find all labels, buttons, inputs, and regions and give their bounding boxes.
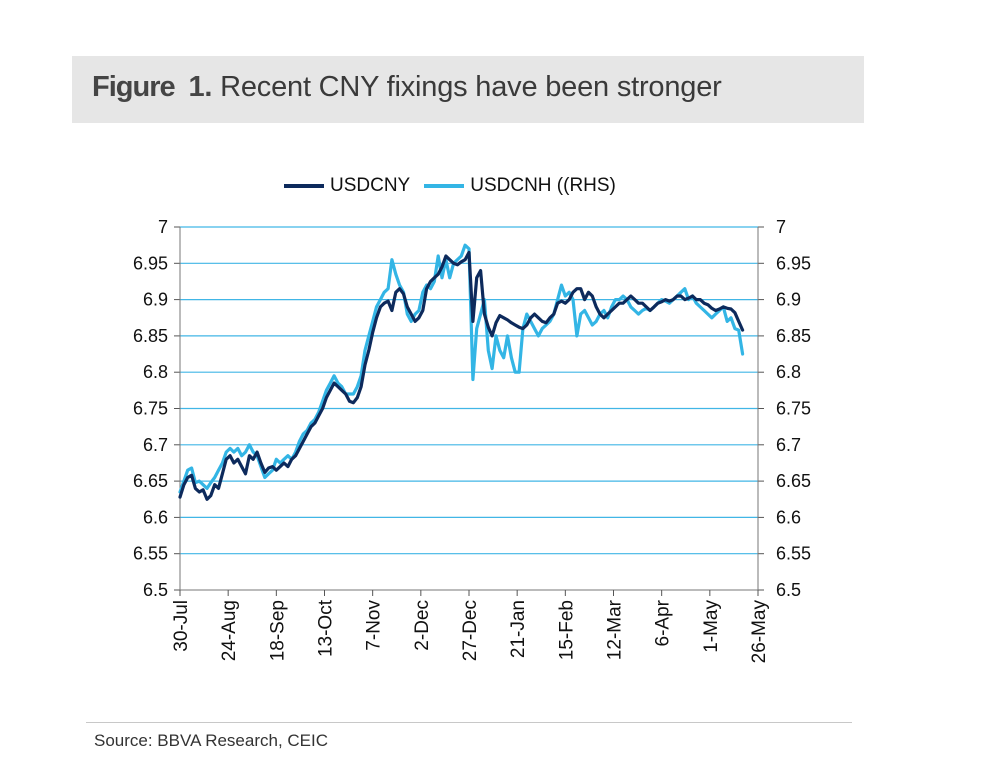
x-tick-label: 2-Dec: [412, 600, 433, 651]
legend-label-usdcny: USDCNY: [330, 175, 411, 196]
x-tick-label: 1-May: [701, 600, 722, 653]
y-tick-label-left: 7: [158, 217, 168, 237]
x-tick-label: 6-Apr: [653, 599, 674, 646]
y-tick-label-left: 6.9: [143, 290, 168, 310]
x-tick-label: 26-May: [749, 600, 770, 664]
x-tick-label: 13-Oct: [316, 599, 337, 657]
figure-caption: Recent CNY fixings have been stronger: [220, 71, 722, 103]
legend-swatch-usdcny: [284, 184, 324, 188]
y-tick-label-right: 6.9: [776, 290, 801, 310]
chart-axes: [174, 226, 764, 596]
x-tick-label: 24-Aug: [219, 600, 240, 661]
y-tick-label-right: 6.8: [776, 362, 801, 382]
series-line-usdcny: [178, 250, 745, 501]
chart-legend: USDCNY USDCNH ((RHS): [284, 175, 630, 197]
series-line-usdcnh: [178, 243, 745, 494]
x-tick-label: 7-Nov: [364, 600, 385, 651]
y-tick-label-left: 6.5: [143, 580, 168, 600]
x-tick-label: 21-Jan: [508, 600, 529, 658]
y-axis-right-labels: 6.5 6.55 6.6 6.65 6.7 6.75 6.8 6.85 6.9 6.95 7: [776, 217, 811, 600]
legend-item-usdcnh: USDCNH ((RHS): [424, 175, 616, 197]
y-tick-label-right: 6.65: [776, 471, 811, 491]
y-tick-label-right: 6.95: [776, 253, 811, 273]
y-tick-label-left: 6.55: [133, 544, 168, 564]
source-note: Source: BBVA Research, CEIC: [94, 731, 329, 750]
y-tick-label-right: 6.75: [776, 399, 811, 419]
y-tick-label-right: 6.5: [776, 580, 801, 600]
x-axis-labels: 30-Jul 24-Aug 18-Sep 13-Oct 7-Nov 2-Dec 27-Dec…: [171, 599, 770, 663]
y-tick-label-right: 6.6: [776, 507, 801, 527]
x-tick-label: 27-Dec: [460, 600, 481, 661]
source-divider: [86, 722, 852, 723]
legend-item-usdcny: USDCNY: [284, 175, 410, 197]
y-tick-label-right: 6.7: [776, 435, 801, 455]
y-tick-label-left: 6.95: [133, 253, 168, 273]
y-tick-label-right: 6.85: [776, 326, 811, 346]
x-tick-label: 12-Mar: [605, 599, 626, 660]
y-tick-label-left: 6.85: [133, 326, 168, 346]
y-tick-label-left: 6.75: [133, 399, 168, 419]
x-tick-label: 30-Jul: [171, 600, 192, 652]
figure-title: Figure 1. Recent CNY fixings have been s…: [92, 71, 722, 104]
figure-number: 1.: [188, 71, 213, 103]
chart-series: [178, 243, 745, 501]
y-axis-left-labels: 6.5 6.55 6.6 6.65 6.7 6.75 6.8 6.85 6.9 6.95 7: [133, 217, 168, 600]
y-tick-label-right: 6.55: [776, 544, 811, 564]
x-tick-label: 15-Feb: [556, 600, 577, 660]
legend-label-usdcnh: USDCNH ((RHS): [470, 175, 616, 196]
y-tick-label-left: 6.65: [133, 471, 168, 491]
y-tick-label-left: 6.7: [143, 435, 168, 455]
figure-title-bar: Figure 1. Recent CNY fixings have been s…: [72, 56, 864, 123]
x-tick-label: 18-Sep: [267, 600, 288, 661]
figure-label: Figure: [92, 71, 176, 103]
legend-swatch-usdcnh: [424, 184, 465, 188]
y-tick-label-left: 6.8: [143, 362, 168, 382]
y-tick-label-right: 7: [776, 217, 786, 237]
y-tick-label-left: 6.6: [143, 507, 168, 527]
